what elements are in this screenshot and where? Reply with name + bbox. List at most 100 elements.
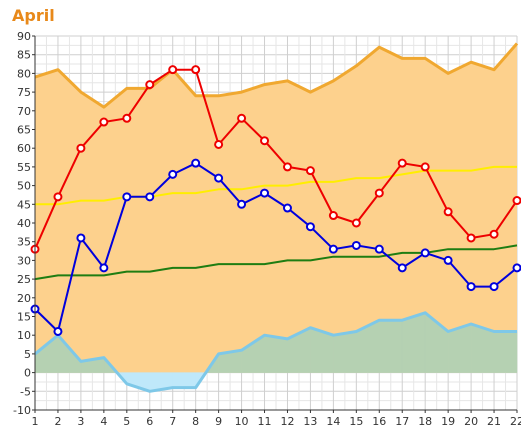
data-point-series-5-10: [237, 199, 247, 209]
y-tick-label: -5: [20, 385, 31, 398]
data-point-series-5-2: [53, 326, 63, 336]
chart-title: April: [12, 6, 55, 25]
data-point-series-4-20: [466, 233, 476, 243]
axes: -10-505101520253035404550556065707580859…: [13, 30, 521, 428]
data-point-series-4-10: [237, 113, 247, 123]
data-point-series-5-15: [351, 240, 361, 250]
area-segment-series-3: [493, 331, 518, 373]
x-tick-label: 3: [77, 415, 84, 428]
data-point-series-4-11: [260, 136, 270, 146]
data-point-series-5-18: [420, 248, 430, 258]
data-point-series-4-7: [168, 65, 178, 75]
line-series-layer: [34, 42, 519, 393]
y-tick-label: 85: [17, 49, 31, 62]
data-point-series-4-16: [374, 188, 384, 198]
y-tick-label: 70: [17, 105, 31, 118]
data-point-series-5-14: [328, 244, 338, 254]
data-point-series-4-6: [145, 80, 155, 90]
area-line-series-0: [34, 42, 519, 109]
x-tick-label: 20: [464, 415, 478, 428]
x-tick-label: 19: [441, 415, 455, 428]
x-tick-label: 21: [487, 415, 501, 428]
area-fill-series-0: [35, 43, 517, 373]
data-point-series-5-12: [282, 203, 292, 213]
marker-layer: [30, 65, 521, 336]
data-point-series-4-9: [214, 139, 224, 149]
data-point-series-4-8: [191, 65, 201, 75]
line-series-5: [34, 162, 518, 333]
area-line-series-3: [34, 311, 517, 393]
data-point-series-5-13: [305, 222, 315, 232]
data-point-series-5-7: [168, 169, 178, 179]
y-tick-label: 15: [17, 311, 31, 324]
y-tick-label: 65: [17, 124, 31, 137]
x-tick-label: 12: [280, 415, 294, 428]
y-tick-label: 90: [17, 30, 31, 43]
data-point-series-4-13: [305, 166, 315, 176]
area-series-layer: [34, 43, 518, 392]
x-tick-label: 6: [146, 415, 153, 428]
y-tick-label: 80: [17, 67, 31, 80]
data-point-series-4-21: [489, 229, 499, 239]
x-tick-label: 18: [418, 415, 432, 428]
line-series-4: [34, 68, 518, 250]
data-point-series-4-22: [512, 196, 521, 206]
data-point-series-4-14: [328, 211, 338, 221]
x-tick-label: 16: [372, 415, 386, 428]
y-tick-label: 75: [17, 86, 31, 99]
y-tick-label: 10: [17, 329, 31, 342]
y-tick-label: 35: [17, 236, 31, 249]
x-tick-label: 8: [192, 415, 199, 428]
y-tick-label: -10: [13, 404, 31, 417]
data-point-series-4-12: [282, 162, 292, 172]
data-point-series-5-5: [122, 192, 132, 202]
area-segment-series-3: [264, 334, 288, 373]
area-segment-series-3: [401, 312, 426, 373]
y-tick-label: 55: [17, 161, 31, 174]
x-tick-label: 9: [215, 415, 222, 428]
y-tick-label: 60: [17, 142, 31, 155]
y-tick-label: 40: [17, 217, 31, 230]
x-tick-label: 22: [510, 415, 521, 428]
x-tick-label: 5: [123, 415, 130, 428]
data-point-series-4-5: [122, 113, 132, 123]
x-tick-label: 2: [54, 415, 61, 428]
data-point-series-5-4: [99, 263, 109, 273]
y-tick-label: 0: [24, 367, 31, 380]
x-tick-label: 17: [395, 415, 409, 428]
y-tick-label: 30: [17, 254, 31, 267]
data-point-series-5-3: [76, 233, 86, 243]
y-tick-label: 25: [17, 273, 31, 286]
data-point-series-4-4: [99, 117, 109, 127]
data-point-series-4-15: [351, 218, 361, 228]
data-point-series-5-11: [260, 188, 270, 198]
data-point-series-4-17: [397, 158, 407, 168]
data-point-series-5-21: [489, 282, 499, 292]
data-point-series-5-9: [214, 173, 224, 183]
y-tick-label: 5: [24, 348, 31, 361]
x-tick-label: 7: [169, 415, 176, 428]
y-tick-label: 50: [17, 180, 31, 193]
line-series-2: [34, 244, 518, 281]
data-point-series-5-20: [466, 282, 476, 292]
line-series-1: [35, 165, 517, 206]
data-point-series-5-19: [443, 255, 453, 265]
x-tick-label: 10: [235, 415, 249, 428]
y-tick-label: 45: [17, 198, 31, 211]
data-point-series-5-8: [191, 158, 201, 168]
x-tick-label: 1: [32, 415, 39, 428]
x-tick-label: 13: [303, 415, 317, 428]
data-point-series-5-22: [512, 263, 521, 273]
data-point-series-4-3: [76, 143, 86, 153]
data-point-series-4-19: [443, 207, 453, 217]
area-segment-series-3: [379, 319, 403, 373]
data-point-series-4-18: [420, 162, 430, 172]
y-tick-label: 20: [17, 292, 31, 305]
x-tick-label: 4: [100, 415, 107, 428]
data-point-series-4-2: [53, 192, 63, 202]
data-point-series-5-17: [397, 263, 407, 273]
x-tick-label: 11: [258, 415, 272, 428]
x-tick-label: 14: [326, 415, 340, 428]
area-segment-series-3: [333, 331, 357, 373]
